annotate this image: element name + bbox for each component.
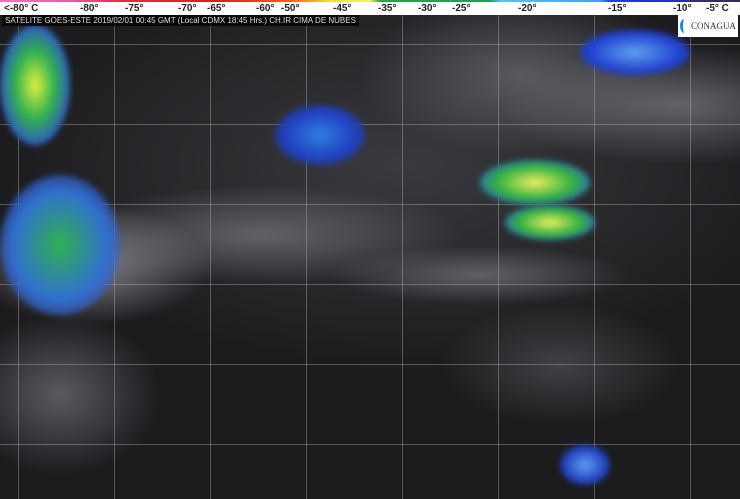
scale-tick: -70° [178, 3, 197, 14]
conagua-logo: CONAGUA [678, 15, 738, 37]
cloud-cold-top [580, 30, 690, 75]
cloud-cold-top [560, 445, 610, 485]
logo-text: CONAGUA [691, 21, 736, 31]
cloud-cold-top [275, 105, 365, 165]
cloud-cold-top [505, 205, 595, 240]
lat-lon-grid [0, 15, 740, 499]
color-scale-bar [0, 0, 740, 2]
cloud-cold-top [480, 160, 590, 205]
scale-tick: -75° [125, 3, 144, 14]
scale-tick: -50° [281, 3, 300, 14]
scale-tick: -15° [608, 3, 627, 14]
scale-tick: -65° [207, 3, 226, 14]
satellite-image [0, 15, 740, 499]
scale-tick: -5° C [706, 3, 729, 14]
conagua-logo-icon [680, 19, 689, 33]
scale-tick: -25° [452, 3, 471, 14]
scale-tick: -80° [80, 3, 99, 14]
scale-tick: <-80° C [4, 3, 39, 14]
scale-tick: -20° [518, 3, 537, 14]
scale-tick: -10° [673, 3, 692, 14]
temperature-color-scale: <-80° C -80° -75° -70° -65° -60° -50° -4… [0, 0, 740, 15]
cloud-cold-top [0, 25, 70, 145]
scale-tick: -30° [418, 3, 437, 14]
image-caption: SATELITE GOES-ESTE 2019/02/01 00:45 GMT … [2, 15, 359, 26]
scale-tick: -60° [256, 3, 275, 14]
scale-tick: -35° [378, 3, 397, 14]
scale-tick: -45° [333, 3, 352, 14]
cloud-cold-top [0, 175, 120, 315]
